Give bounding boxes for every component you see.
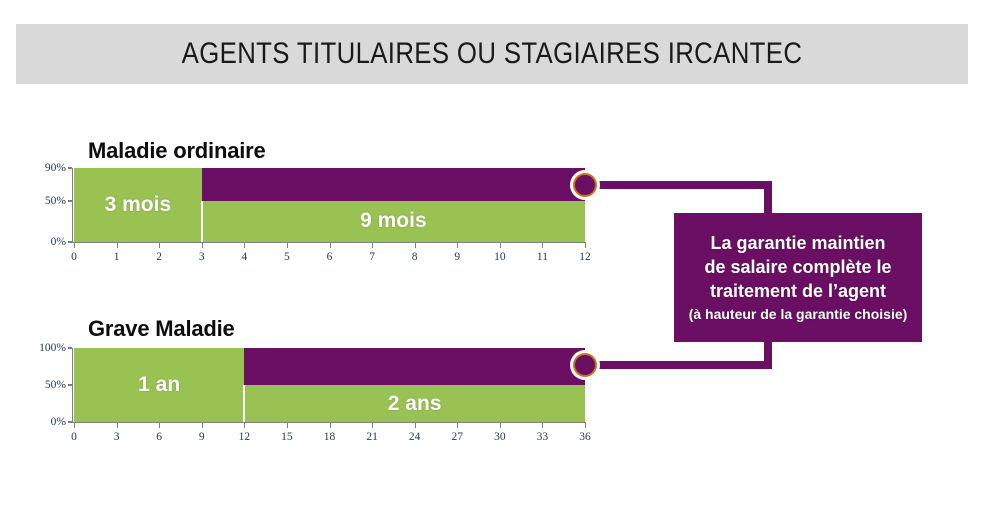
x-axis-tick	[372, 423, 374, 428]
x-axis-tick	[201, 423, 203, 428]
x-axis-label: 15	[281, 431, 293, 443]
connector-horizontal-top	[585, 181, 772, 189]
x-axis-label: 9	[454, 251, 461, 263]
x-axis-label: 18	[323, 431, 336, 443]
x-axis-label: 11	[536, 251, 548, 263]
x-axis-tick	[585, 423, 586, 428]
bar-segment-label: 3 mois	[104, 193, 172, 216]
x-axis-tick	[329, 423, 331, 428]
y-axis-tick	[68, 384, 72, 386]
x-axis-tick	[159, 423, 161, 428]
x-axis-line	[72, 242, 586, 243]
x-axis-tick	[414, 423, 416, 428]
bar-segment	[74, 168, 202, 242]
x-axis-label: 0	[71, 251, 77, 263]
bar-segment	[201, 168, 585, 201]
y-axis-tick	[68, 167, 72, 169]
segment-divider	[243, 385, 246, 422]
chart-title-maladie-ordinaire: Maladie ordinaire	[88, 138, 266, 163]
x-axis-label: 3	[198, 251, 205, 263]
connector-horizontal-bottom	[585, 361, 772, 369]
y-axis-label: 90%	[44, 162, 66, 174]
x-axis-tick	[116, 423, 118, 428]
callout-line-1: La garantie maintien	[710, 233, 886, 253]
x-axis-line	[72, 422, 586, 423]
y-axis-label: 50%	[44, 379, 66, 391]
x-axis-label: 12	[579, 251, 591, 263]
bar-segment-label: 9 mois	[360, 209, 427, 233]
x-axis-label: 12	[238, 431, 251, 443]
x-axis-label: 6	[156, 431, 163, 443]
x-axis-label: 33	[536, 431, 549, 443]
connector-vertical-bottom	[764, 323, 772, 369]
x-axis-tick	[244, 243, 246, 248]
x-axis-label: 1	[113, 251, 120, 263]
x-axis-tick	[542, 423, 544, 428]
bar-segment	[244, 385, 585, 422]
callout-box: La garantie maintien de salaire complète…	[674, 213, 922, 342]
bar-segment	[244, 348, 585, 385]
bar-segment	[201, 200, 585, 242]
x-axis-label: 6	[326, 251, 333, 263]
segment-divider	[200, 200, 203, 242]
x-axis-tick	[286, 423, 288, 428]
x-axis-label: 10	[494, 251, 506, 263]
plot-area-maladie-ordinaire: 3 mois 9 mois	[74, 168, 585, 242]
x-axis-tick	[585, 243, 586, 248]
x-axis-label: 30	[494, 431, 506, 443]
x-axis-label: 9	[198, 431, 205, 443]
x-axis-tick	[74, 423, 75, 428]
y-axis-tick	[68, 241, 72, 243]
plot-area-grave-maladie: 1 an 2 ans	[74, 348, 585, 422]
x-axis-label: 2	[156, 251, 163, 263]
x-axis-tick	[159, 243, 161, 248]
x-axis-label: 21	[366, 431, 378, 443]
bar-segment	[74, 348, 245, 422]
x-axis-tick	[499, 243, 501, 248]
y-axis-label: 50%	[44, 194, 66, 207]
x-axis-tick	[329, 243, 331, 248]
x-axis-label: 5	[284, 251, 290, 263]
callout-line-2: de salaire complète le	[704, 256, 892, 277]
x-axis-tick	[372, 243, 374, 248]
header-banner	[16, 24, 968, 84]
marker-ring-icon	[573, 353, 597, 377]
x-axis-tick	[286, 243, 288, 248]
x-axis-tick	[457, 423, 459, 428]
y-axis-label: 0%	[50, 236, 66, 248]
y-axis-line	[72, 168, 73, 242]
x-axis-tick	[414, 243, 416, 248]
y-axis-label: 0%	[50, 416, 66, 428]
x-axis-label: 7	[369, 251, 375, 263]
bar-segment-label: 2 ans	[387, 391, 442, 415]
x-axis-tick	[74, 243, 75, 248]
x-axis-label: 3	[113, 431, 120, 443]
x-axis-label: 24	[408, 431, 421, 443]
y-axis-line	[72, 348, 73, 422]
x-axis-tick	[116, 243, 118, 248]
marker-ring-icon	[573, 173, 597, 197]
x-axis-label: 27	[451, 431, 464, 443]
chart-title-grave-maladie: Grave Maladie	[88, 316, 235, 341]
connector-vertical-top	[764, 181, 772, 231]
page-title: AGENTS TITULAIRES OU STAGIAIRES IRCANTEC	[181, 37, 803, 70]
y-axis-tick	[68, 199, 72, 202]
x-axis-tick	[201, 243, 203, 248]
x-axis-label: 8	[411, 251, 418, 263]
bar-segment-label: 1 an	[138, 373, 181, 396]
x-axis-label: 0	[71, 431, 77, 443]
y-axis-tick	[68, 347, 72, 349]
callout-line-3: traitement de l’agent	[709, 280, 887, 301]
x-axis-tick	[499, 423, 501, 428]
x-axis-tick	[457, 243, 459, 248]
x-axis-tick	[244, 423, 246, 428]
y-axis-label: 100%	[39, 342, 66, 354]
x-axis-label: 36	[579, 431, 591, 443]
y-axis-tick	[68, 421, 72, 423]
x-axis-label: 4	[241, 251, 248, 263]
x-axis-tick	[542, 243, 544, 248]
callout-line-4: (à hauteur de la garantie choisie)	[688, 305, 908, 322]
